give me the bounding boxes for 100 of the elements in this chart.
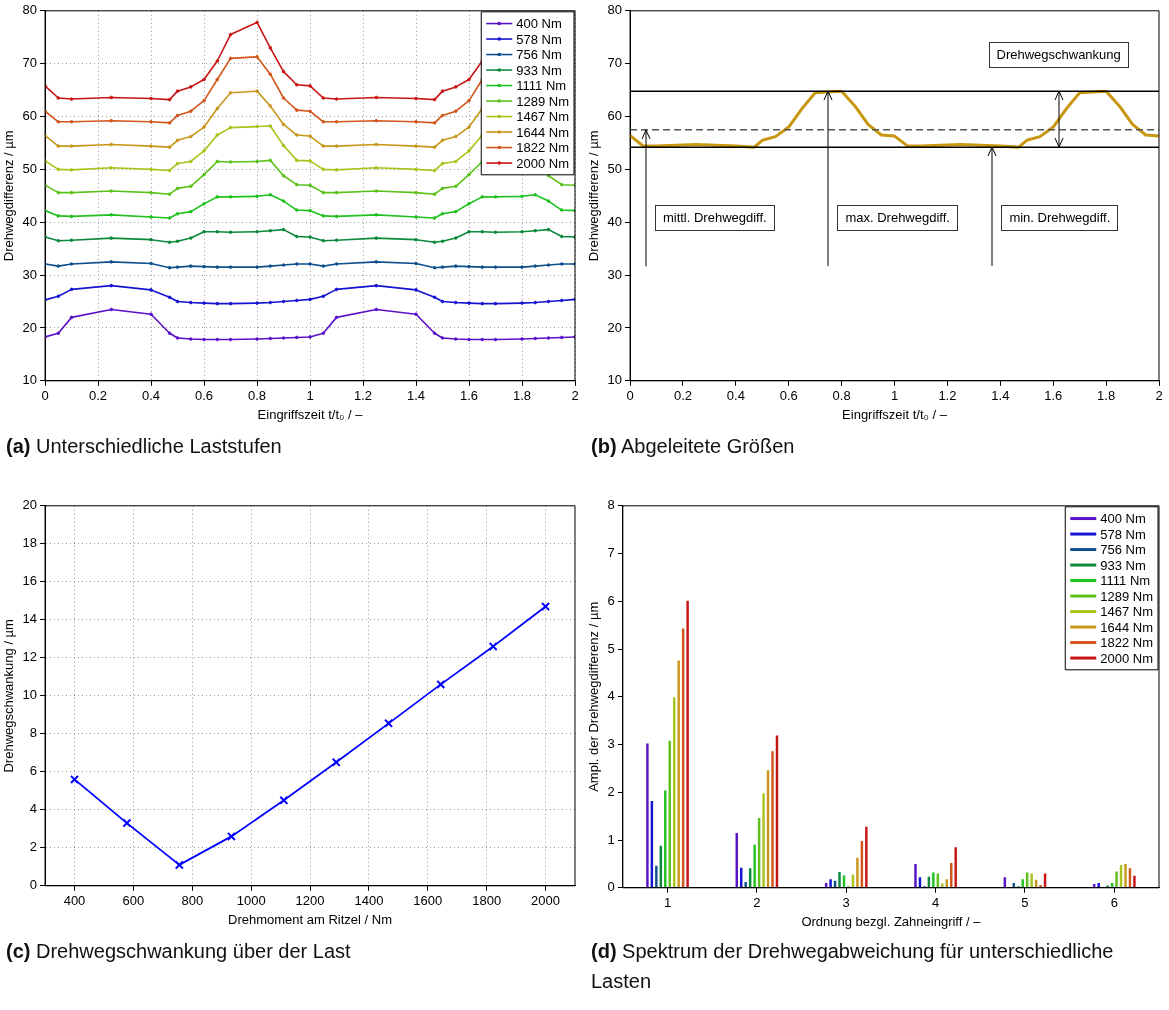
y-tick-label: 10 (22, 372, 38, 388)
bar (753, 844, 756, 888)
y-axis-title: Ampl. der Drehwegdifferenz / µm (586, 601, 602, 792)
y-tick-label: 40 (22, 213, 38, 229)
y-tick-label: 30 (22, 266, 38, 282)
y-tick-label: 50 (22, 160, 38, 176)
x-tick-label: 1.6 (1044, 388, 1063, 404)
x-tick-label: 2 (571, 388, 579, 404)
bar (1039, 884, 1042, 888)
x-axis-title: Eingriffszeit t/t₀ / – (842, 406, 948, 422)
x-tick-label: 4 (931, 895, 940, 911)
y-axis-title: Drehwegschwankung / µm (1, 619, 17, 773)
y-axis-title: Drehwegdifferenz / µm (586, 130, 602, 262)
legend-label: 2000 Nm (1100, 650, 1153, 666)
annotation: max. Drehwegdiff. (837, 205, 958, 231)
bar (914, 863, 917, 888)
y-tick-label: 80 (22, 2, 38, 18)
x-tick-label: 1.4 (991, 388, 1010, 404)
bar (655, 865, 658, 888)
legend-label: 2000 Nm (516, 155, 569, 171)
bar (838, 872, 841, 888)
y-tick-label: 18 (22, 535, 38, 551)
y-tick-label: 30 (607, 266, 623, 282)
bar (771, 751, 774, 888)
legend-label: 1467 Nm (516, 109, 569, 125)
y-tick-label: 0 (607, 879, 615, 895)
legend-label: 1822 Nm (1100, 635, 1153, 651)
x-tick-label: 400 (63, 893, 86, 909)
text: (b) Abgeleitete Größen (591, 434, 796, 459)
legend-label: 1111 Nm (516, 78, 567, 94)
legend-label: 1644 Nm (516, 124, 569, 140)
bar (941, 883, 944, 888)
bar (686, 600, 689, 888)
x-tick-label: 1000 (236, 893, 266, 909)
bar (1021, 879, 1024, 888)
y-tick-label: 1 (607, 831, 615, 847)
text: (c) Drehwegschwankung über der Last (6, 939, 352, 964)
y-tick-label: 2 (607, 783, 615, 799)
x-axis-title: Eingriffszeit t/t₀ / – (257, 406, 364, 422)
x-tick-label: 1 (663, 895, 672, 911)
x-axis-title: Ordnung bezgl. Zahneingriff / – (801, 913, 982, 929)
bar (1097, 883, 1100, 888)
point (174, 860, 184, 870)
y-tick-label: 10 (607, 372, 623, 388)
x-tick-label: 0 (41, 388, 49, 404)
y-tick-label: 8 (607, 497, 615, 513)
legend-label: 933 Nm (1100, 557, 1146, 573)
bar (856, 857, 859, 888)
bar (762, 793, 765, 888)
x-tick-label: 1.2 (353, 388, 373, 404)
y-tick-label: 0 (29, 877, 38, 893)
legend-label: 578 Nm (516, 31, 562, 47)
bar (677, 660, 680, 888)
y-axis-title: Drehwegdifferenz / µm (1, 130, 17, 262)
legend-label: 933 Nm (516, 62, 562, 78)
y-tick-label: 6 (607, 592, 615, 608)
bar (932, 872, 935, 888)
x-tick-label: 0.6 (195, 388, 214, 404)
bar (1115, 871, 1118, 888)
y-tick-label: 4 (29, 801, 38, 817)
y-tick-label: 14 (22, 611, 38, 627)
x-tick-label: 6 (1110, 895, 1118, 911)
point (226, 831, 236, 841)
x-tick-label: 0.2 (673, 388, 692, 404)
y-tick-label: 7 (607, 545, 615, 561)
x-tick-label: 2 (1155, 388, 1163, 404)
x-tick-label: 3 (842, 895, 850, 911)
x-tick-label: 0.2 (89, 388, 108, 404)
annotation: min. Drehwegdiff. (1001, 205, 1119, 231)
x-tick-label: 1200 (295, 893, 325, 909)
x-tick-label: 2000 (531, 893, 561, 909)
x-tick-label: 0.4 (726, 388, 745, 404)
point (436, 679, 446, 689)
x-tick-label: 1.2 (938, 388, 957, 404)
bar (865, 826, 868, 888)
legend-label: 1111 Nm (1100, 573, 1151, 589)
point (331, 757, 341, 767)
y-tick-label: 70 (607, 55, 623, 71)
legend-label: 756 Nm (516, 47, 562, 63)
bar (646, 743, 649, 888)
legend-label: 1467 Nm (1100, 604, 1153, 620)
x-tick-label: 600 (122, 893, 145, 909)
point (122, 818, 132, 828)
x-tick-label: 1 (306, 388, 314, 404)
y-tick-label: 20 (607, 319, 623, 335)
y-tick-label: 6 (29, 763, 38, 779)
point (279, 795, 289, 805)
legend-label: 400 Nm (516, 16, 562, 32)
x-tick-label: 1.4 (406, 388, 426, 404)
y-tick-label: 40 (607, 213, 623, 229)
bar (1030, 873, 1033, 888)
x-tick-label: 1.8 (512, 388, 532, 404)
x-tick-label: 1 (890, 388, 899, 404)
text: (d) Spektrum der Drehwegabweichung für unterschiedliche Lasten (591, 939, 1115, 994)
y-tick-label: 12 (22, 649, 38, 665)
x-tick-label: 0.6 (779, 388, 798, 404)
y-tick-label: 80 (607, 2, 623, 18)
x-tick-label: 1400 (354, 893, 384, 909)
legend-label: 1289 Nm (1100, 588, 1153, 604)
y-tick-label: 4 (607, 688, 615, 704)
